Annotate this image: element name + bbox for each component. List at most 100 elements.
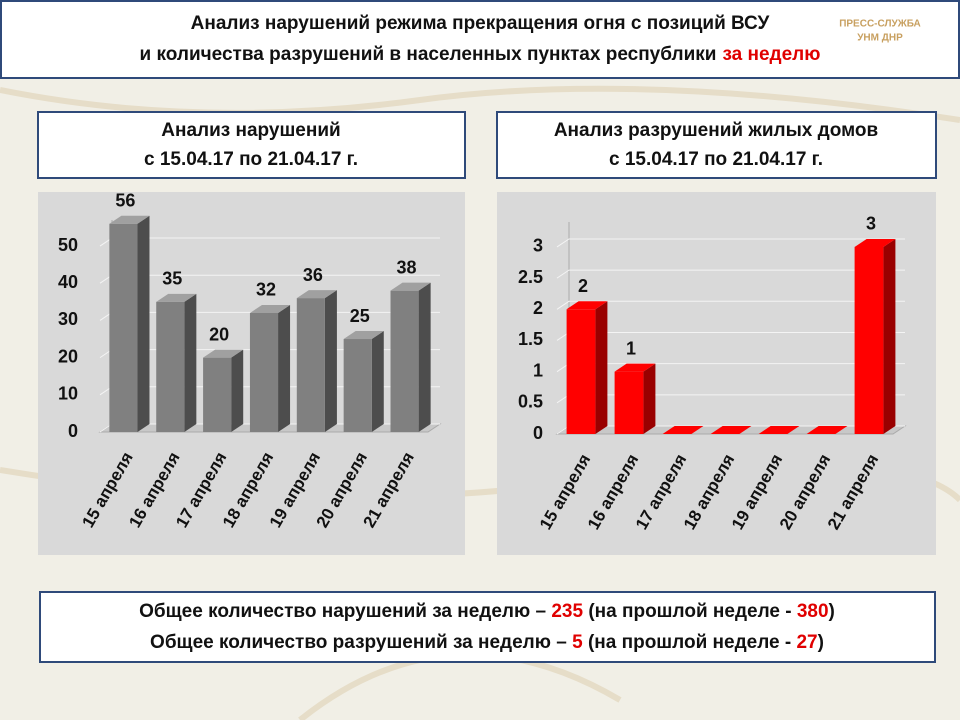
y-tick-label: 2.5 bbox=[518, 267, 543, 287]
summary-value: 235 bbox=[551, 601, 583, 622]
bar bbox=[296, 290, 337, 432]
y-tick-label: 10 bbox=[58, 384, 78, 404]
logo-text: УНМ ДНР bbox=[857, 33, 903, 44]
bar bbox=[109, 215, 150, 432]
bar bbox=[390, 282, 431, 432]
y-tick-label: 1 bbox=[533, 360, 543, 380]
summary-text: (на прошлой неделе - bbox=[583, 601, 797, 622]
value-label: 56 bbox=[115, 190, 135, 210]
bar-top bbox=[662, 426, 704, 434]
summary-text: Общее количество разрушений за неделю – bbox=[150, 632, 572, 653]
summary-text: ) bbox=[829, 601, 835, 622]
bar-top bbox=[758, 426, 800, 434]
chart-title: Анализ нарушений bbox=[161, 120, 340, 141]
header-highlight: за неделю bbox=[722, 44, 820, 65]
bar-top bbox=[109, 215, 150, 224]
y-tick-label: 20 bbox=[58, 346, 78, 366]
value-label: 1 bbox=[626, 338, 636, 358]
bar-top bbox=[390, 282, 431, 291]
value-label: 20 bbox=[209, 324, 229, 344]
y-tick-label: 2 bbox=[533, 298, 543, 318]
summary-line: Общее количество нарушений за неделю – 2… bbox=[139, 601, 835, 622]
bar-side bbox=[137, 215, 150, 432]
summary-line: Общее количество разрушений за неделю – … bbox=[150, 632, 824, 653]
chart-title-box bbox=[37, 111, 466, 179]
bar bbox=[343, 331, 384, 432]
y-tick-label: 0 bbox=[533, 423, 543, 443]
bar-top bbox=[806, 426, 848, 434]
bar-side bbox=[883, 238, 896, 434]
y-tick-label: 3 bbox=[533, 236, 543, 256]
y-tick-label: 30 bbox=[58, 309, 78, 329]
bar bbox=[614, 363, 656, 434]
bar-front bbox=[343, 339, 372, 432]
summary-value: 27 bbox=[796, 632, 817, 653]
chart-subtitle: с 15.04.17 по 21.04.17 г. bbox=[144, 149, 358, 170]
value-label: 32 bbox=[256, 280, 276, 300]
grid-line bbox=[556, 238, 905, 248]
bar-front bbox=[249, 312, 279, 432]
y-tick-label: 40 bbox=[58, 272, 78, 292]
bar bbox=[566, 301, 608, 434]
bar bbox=[758, 426, 800, 434]
bar bbox=[806, 426, 848, 434]
y-tick-label: 50 bbox=[58, 235, 78, 255]
bar-side bbox=[371, 331, 384, 432]
y-tick-label: 0.5 bbox=[518, 392, 543, 412]
summary-text: ) bbox=[818, 632, 824, 653]
logo-text: ПРЕСС-СЛУЖБА bbox=[839, 19, 921, 30]
bar bbox=[710, 426, 752, 434]
header-line: и количества разрушений в населенных пун… bbox=[140, 44, 821, 65]
value-label: 2 bbox=[578, 276, 588, 296]
summary-text: Общее количество нарушений за неделю – bbox=[139, 601, 551, 622]
bar bbox=[854, 238, 896, 434]
bar-top bbox=[854, 238, 896, 247]
bar-side bbox=[418, 282, 431, 432]
bar-front bbox=[614, 371, 644, 434]
bar-front bbox=[390, 290, 419, 432]
value-label: 25 bbox=[350, 306, 370, 326]
summary-value: 380 bbox=[797, 601, 829, 622]
bar-side bbox=[184, 293, 197, 432]
summary-value: 5 bbox=[572, 632, 583, 653]
grid-line bbox=[556, 300, 905, 310]
bar-top bbox=[156, 293, 197, 302]
bar bbox=[203, 349, 244, 432]
header-text: и количества разрушений в населенных пун… bbox=[140, 44, 717, 65]
chart-title-box bbox=[496, 111, 937, 179]
bar-side bbox=[231, 349, 244, 432]
bar-top bbox=[203, 349, 244, 358]
bar-front bbox=[566, 309, 596, 434]
bar bbox=[249, 304, 291, 432]
bar-top bbox=[296, 290, 337, 299]
bar-top bbox=[614, 363, 656, 372]
header-box bbox=[0, 0, 960, 79]
y-tick-label: 1.5 bbox=[518, 329, 543, 349]
value-label: 35 bbox=[162, 269, 182, 289]
bar bbox=[156, 293, 197, 432]
value-label: 36 bbox=[303, 265, 323, 285]
summary-box bbox=[39, 591, 936, 663]
y-tick-label: 0 bbox=[68, 421, 78, 441]
bar bbox=[662, 426, 704, 434]
value-label: 3 bbox=[866, 214, 876, 234]
chart-title: Анализ разрушений жилых домов bbox=[554, 120, 878, 141]
summary-text: (на прошлой неделе - bbox=[583, 632, 797, 653]
bar-side bbox=[278, 304, 291, 432]
bar-front bbox=[854, 246, 884, 434]
bar-side bbox=[324, 290, 337, 432]
header-line: Анализ нарушений режима прекращения огня… bbox=[191, 13, 770, 34]
bar-top bbox=[710, 426, 752, 434]
bar-side bbox=[643, 363, 656, 434]
bar-front bbox=[203, 357, 232, 432]
bar-front bbox=[296, 298, 325, 432]
bar-top bbox=[343, 331, 384, 340]
bar-front bbox=[109, 223, 138, 432]
bar-side bbox=[595, 301, 608, 434]
bar-front bbox=[156, 301, 185, 432]
value-label: 38 bbox=[397, 257, 417, 277]
grid-line bbox=[556, 269, 905, 279]
bar-top bbox=[249, 304, 291, 313]
bar-top bbox=[566, 301, 608, 310]
